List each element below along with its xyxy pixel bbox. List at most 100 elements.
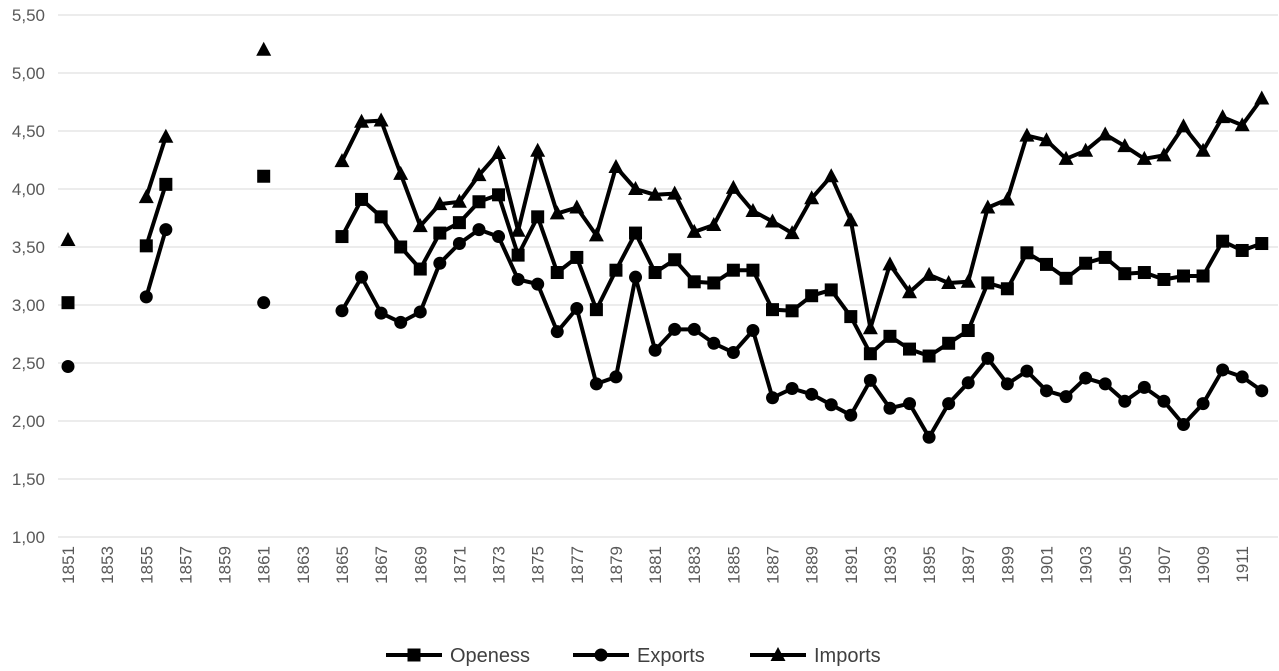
data-point-imports xyxy=(549,205,565,220)
data-point-imports xyxy=(491,145,507,160)
series-exports xyxy=(61,223,1269,444)
data-point-exports xyxy=(687,322,701,336)
y-tick-label: 1,50 xyxy=(12,470,45,489)
x-tick-label: 1853 xyxy=(98,546,117,584)
data-point-imports xyxy=(354,113,370,128)
data-point-exports xyxy=(511,272,525,286)
data-point-openess xyxy=(746,263,760,277)
y-tick-label: 4,00 xyxy=(12,180,45,199)
data-point-openess xyxy=(139,239,153,253)
data-point-imports xyxy=(432,196,448,211)
data-point-imports xyxy=(882,256,898,271)
x-tick-label: 1861 xyxy=(255,546,274,584)
data-point-openess xyxy=(766,303,780,317)
data-point-openess xyxy=(61,296,75,310)
data-point-imports xyxy=(1097,126,1113,141)
data-point-openess xyxy=(1059,271,1073,285)
data-point-imports xyxy=(647,186,663,201)
data-point-exports xyxy=(1137,380,1151,394)
data-point-exports xyxy=(648,343,662,357)
series-line-imports xyxy=(340,96,1264,331)
x-tick-label: 1877 xyxy=(568,546,587,584)
data-point-imports xyxy=(1117,138,1133,153)
data-point-openess xyxy=(394,240,408,254)
x-tick-label: 1905 xyxy=(1116,546,1135,584)
data-point-exports xyxy=(531,277,545,291)
data-point-imports xyxy=(451,193,467,208)
data-point-imports xyxy=(334,153,350,168)
legend-marker-openess xyxy=(407,648,421,662)
data-point-exports xyxy=(766,391,780,405)
data-point-imports xyxy=(138,189,154,204)
data-point-exports xyxy=(961,376,975,390)
data-point-openess xyxy=(1118,267,1132,281)
data-point-openess xyxy=(511,248,525,262)
data-point-imports xyxy=(999,191,1015,206)
gridlines xyxy=(58,14,1278,538)
data-point-openess xyxy=(550,266,564,280)
data-point-exports xyxy=(1216,363,1230,377)
data-point-exports xyxy=(394,315,408,329)
x-tick-label: 1863 xyxy=(294,546,313,584)
data-point-exports xyxy=(355,270,369,284)
data-point-exports xyxy=(1157,394,1171,408)
data-point-openess xyxy=(531,210,545,224)
data-point-imports xyxy=(745,203,761,218)
x-tick-label: 1897 xyxy=(959,546,978,584)
data-point-imports xyxy=(1254,90,1270,105)
y-tick-label: 3,50 xyxy=(12,238,45,257)
data-point-imports xyxy=(823,168,839,183)
data-point-openess xyxy=(159,177,173,191)
data-point-openess xyxy=(335,230,349,244)
data-point-exports xyxy=(629,270,643,284)
data-point-exports xyxy=(472,223,486,237)
x-tick-label: 1911 xyxy=(1233,546,1252,583)
data-point-imports xyxy=(765,213,781,228)
data-point-imports xyxy=(960,273,976,288)
data-point-openess xyxy=(707,276,721,290)
data-point-exports xyxy=(883,401,897,415)
data-point-exports xyxy=(589,377,603,391)
x-tick-label: 1893 xyxy=(881,546,900,584)
data-point-exports xyxy=(981,351,995,365)
x-tick-label: 1895 xyxy=(920,546,939,584)
series-line-exports xyxy=(144,227,168,299)
series-line-openess xyxy=(144,182,168,248)
data-point-imports xyxy=(1175,118,1191,133)
data-point-openess xyxy=(1235,243,1249,257)
data-point-imports xyxy=(706,216,722,231)
legend-label-openess: Openess xyxy=(450,645,530,667)
y-tick-label: 5,50 xyxy=(12,6,45,25)
data-point-imports xyxy=(510,222,526,237)
data-point-exports xyxy=(863,373,877,387)
data-point-exports xyxy=(824,398,838,412)
data-point-exports xyxy=(668,322,682,336)
data-point-exports xyxy=(785,382,799,396)
data-point-imports xyxy=(1019,127,1035,142)
data-point-openess xyxy=(355,192,369,206)
data-point-openess xyxy=(570,250,584,264)
data-point-openess xyxy=(942,336,956,350)
data-point-imports xyxy=(1156,147,1172,162)
data-point-imports xyxy=(256,41,272,56)
data-point-openess xyxy=(472,195,486,209)
x-tick-label: 1855 xyxy=(137,546,156,584)
data-point-imports xyxy=(373,112,389,127)
data-point-openess xyxy=(1137,266,1151,280)
data-point-imports xyxy=(608,158,624,173)
x-tick-label: 1881 xyxy=(646,546,665,584)
data-point-imports xyxy=(667,185,683,200)
data-point-imports xyxy=(902,284,918,299)
data-point-exports xyxy=(159,223,173,237)
data-point-imports xyxy=(1195,142,1211,157)
x-tick-label: 1873 xyxy=(490,546,509,584)
data-point-openess xyxy=(668,253,682,267)
data-point-exports xyxy=(1000,377,1014,391)
data-point-openess xyxy=(824,283,838,297)
y-axis-tick-labels: 1,00 1,50 2,00 2,50 3,00 3,50 4,00 4,50 5,00 5,50 xyxy=(12,6,45,547)
data-point-openess xyxy=(1176,269,1190,283)
data-point-imports xyxy=(1039,132,1054,147)
data-point-exports xyxy=(942,397,956,411)
series-line-imports xyxy=(144,134,168,200)
y-tick-label: 3,00 xyxy=(12,296,45,315)
